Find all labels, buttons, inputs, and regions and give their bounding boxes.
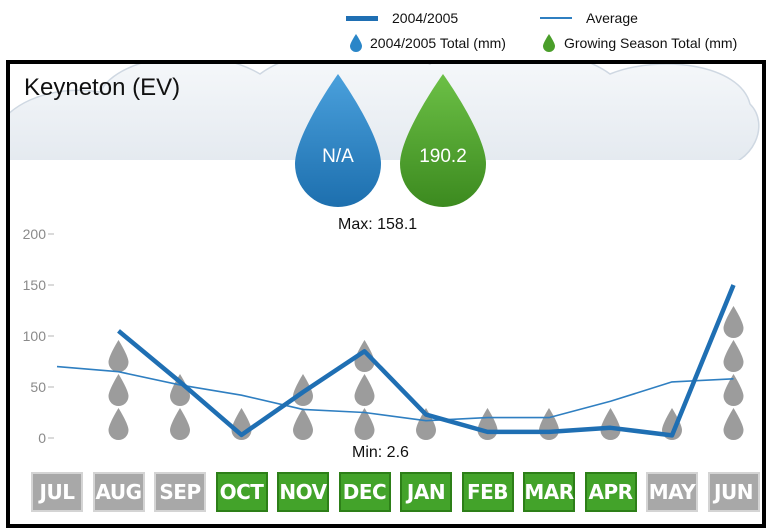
- series-line-2004-2005: [117, 284, 736, 438]
- raindrop-icon: [108, 408, 129, 441]
- min-label: Min: 2.6: [352, 444, 409, 461]
- raindrop-icon: [662, 408, 682, 440]
- growing-total-drop: [400, 74, 486, 207]
- month-label-nov: NOV: [277, 472, 329, 512]
- month-label-apr: APR: [584, 472, 637, 512]
- raindrop-icon: [416, 408, 436, 440]
- month-label-jul: JUL: [31, 472, 83, 512]
- raindrop-icon: [723, 306, 744, 338]
- month-label-sep: SEP: [154, 472, 206, 512]
- month-label-dec: DEC: [338, 472, 391, 512]
- month-label-jun: JUN: [707, 472, 760, 512]
- legend-series: 2004/2005: [346, 10, 458, 26]
- legend-growing-total-label: Growing Season Total (mm): [564, 35, 738, 51]
- month-label-aug: AUG: [92, 472, 145, 512]
- raindrop-icon: [723, 340, 744, 372]
- y-tick-label: 100: [23, 328, 47, 344]
- max-label: Max: 158.1: [338, 216, 418, 233]
- season-total-value: N/A: [322, 146, 354, 167]
- raindrop-icon: [354, 374, 375, 406]
- legend: 2004/2005 Average 2004/2005 Total (mm) G…: [0, 0, 768, 60]
- cloud-icon: [10, 64, 760, 170]
- raindrop-icon: [477, 408, 498, 441]
- blue-drop-icon: [295, 74, 381, 207]
- raindrop-icon: [108, 340, 129, 372]
- raindrop-icon: [170, 374, 190, 406]
- raindrop-icon: [354, 340, 375, 372]
- blue-drop-icon: [350, 34, 362, 52]
- chart-panel: 0 50 100 150 200 Keyneton (EV) N/A 190.2 Max…: [6, 60, 766, 528]
- legend-growing-total: Growing Season Total (mm): [542, 34, 737, 52]
- raindrop-icon: [723, 408, 744, 441]
- raindrop-icon: [723, 374, 744, 406]
- legend-average-label: Average: [586, 10, 638, 26]
- month-label-oct: OCT: [215, 472, 268, 512]
- raindrop-icon: [600, 408, 621, 441]
- y-tick-label: 150: [23, 277, 47, 293]
- legend-season-total-label: 2004/2005 Total (mm): [370, 35, 506, 51]
- green-drop-icon: [543, 34, 555, 52]
- station-title: Keyneton (EV): [24, 74, 181, 101]
- raindrop-icon: [170, 408, 190, 440]
- y-tick-label: 0: [38, 430, 46, 446]
- series-line-swatch: [346, 15, 378, 21]
- raindrop-icon: [354, 408, 375, 441]
- month-label-mar: MAR: [523, 472, 575, 512]
- month-label-feb: FEB: [461, 472, 514, 512]
- month-label-jan: JAN: [400, 472, 452, 512]
- legend-season-total: 2004/2005 Total (mm): [350, 34, 506, 52]
- legend-average: Average: [540, 10, 638, 26]
- series-line-average: [56, 365, 734, 422]
- chart-canvas: 0 50 100 150 200: [10, 64, 762, 446]
- y-tick-label: 50: [30, 379, 46, 395]
- y-tick-label: 200: [23, 226, 47, 242]
- season-total-drop: [295, 74, 381, 207]
- raindrop-icon: [539, 408, 559, 440]
- raindrop-icon: [293, 408, 313, 440]
- raindrop-icon: [108, 374, 129, 406]
- growing-season-total-value: 190.2: [419, 146, 467, 167]
- green-drop-icon: [400, 74, 486, 207]
- legend-series-label: 2004/2005: [392, 10, 459, 26]
- average-line-swatch: [540, 17, 572, 19]
- month-label-may: MAY: [646, 472, 698, 512]
